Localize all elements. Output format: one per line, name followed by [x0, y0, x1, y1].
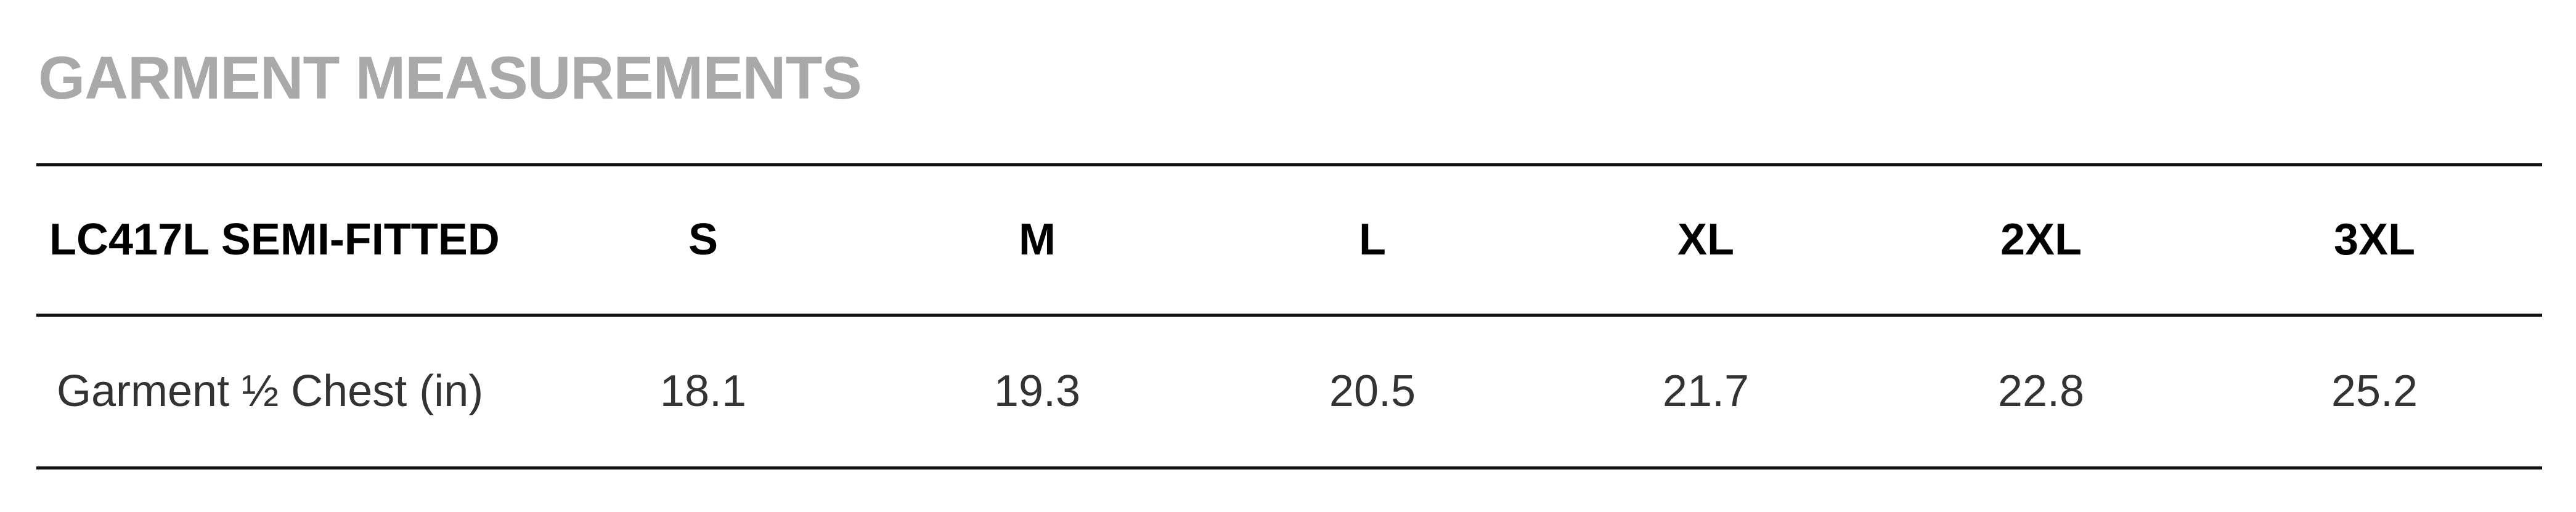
value-l: 20.5 [1329, 367, 1416, 416]
header-size-xl: XL [1677, 215, 1735, 264]
header-size-l: L [1359, 215, 1386, 264]
row-label: Garment ½ Chest (in) [57, 367, 484, 416]
table-header-divider [36, 314, 2542, 317]
value-xl: 21.7 [1662, 367, 1750, 416]
page-title: GARMENT MEASUREMENTS [38, 44, 862, 112]
header-size-3xl: 3XL [2333, 215, 2416, 264]
header-size-s: S [688, 215, 719, 264]
table-bottom-divider [36, 466, 2542, 469]
value-s: 18.1 [659, 367, 747, 416]
header-size-m: M [1019, 215, 1056, 264]
value-m: 19.3 [993, 367, 1081, 416]
header-size-2xl: 2XL [2000, 215, 2082, 264]
value-2xl: 22.8 [1997, 367, 2085, 416]
header-style-name: LC417L SEMI-FITTED [49, 215, 500, 264]
table-top-divider [36, 163, 2542, 166]
value-3xl: 25.2 [2331, 367, 2418, 416]
